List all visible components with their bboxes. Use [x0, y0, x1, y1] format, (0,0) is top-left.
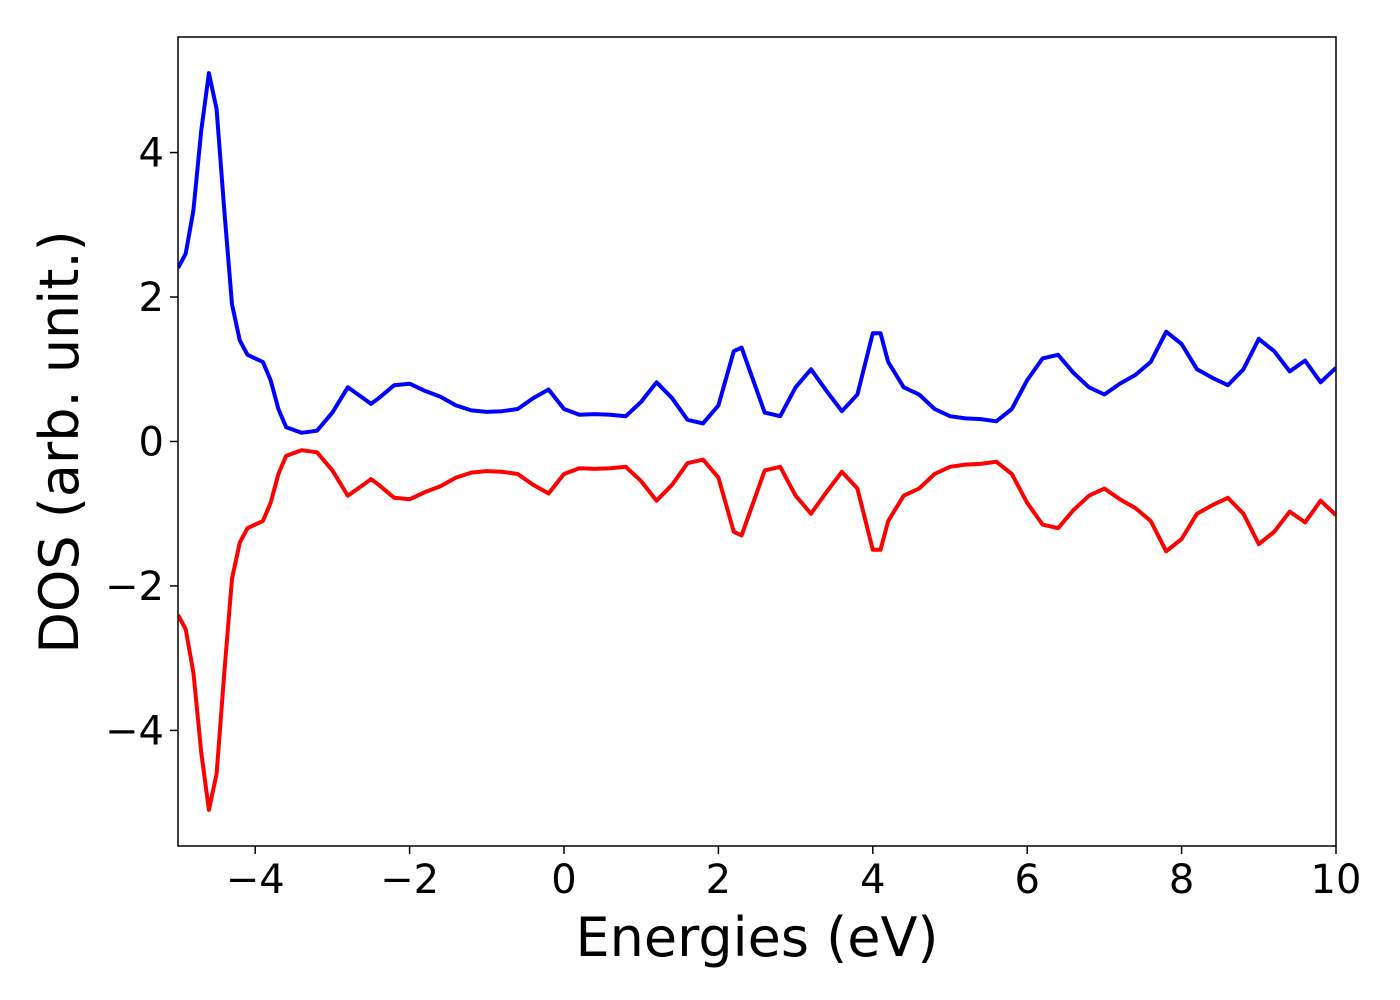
x-tick-label: 0 [551, 857, 576, 903]
y-axis-label: DOS (arb. unit.) [28, 230, 91, 653]
series-line [178, 71, 1336, 435]
x-tick-label: 2 [706, 857, 731, 903]
plot-frame [177, 36, 1337, 847]
y-tick-label: −2 [105, 564, 164, 610]
x-tick-label: 4 [860, 857, 885, 903]
y-tick-label: 2 [139, 275, 164, 321]
series-line [178, 448, 1336, 812]
y-tick-label: 4 [139, 131, 164, 177]
x-tick-label: 8 [1169, 857, 1194, 903]
x-axis-label: Energies (eV) [576, 906, 939, 969]
x-tick-label: 10 [1311, 857, 1362, 903]
x-tick-label: −4 [226, 857, 285, 903]
x-tick-label: 6 [1014, 857, 1039, 903]
y-tick-label: 0 [139, 420, 164, 466]
x-tick-label: −2 [380, 857, 439, 903]
y-tick-label: −4 [105, 708, 164, 754]
